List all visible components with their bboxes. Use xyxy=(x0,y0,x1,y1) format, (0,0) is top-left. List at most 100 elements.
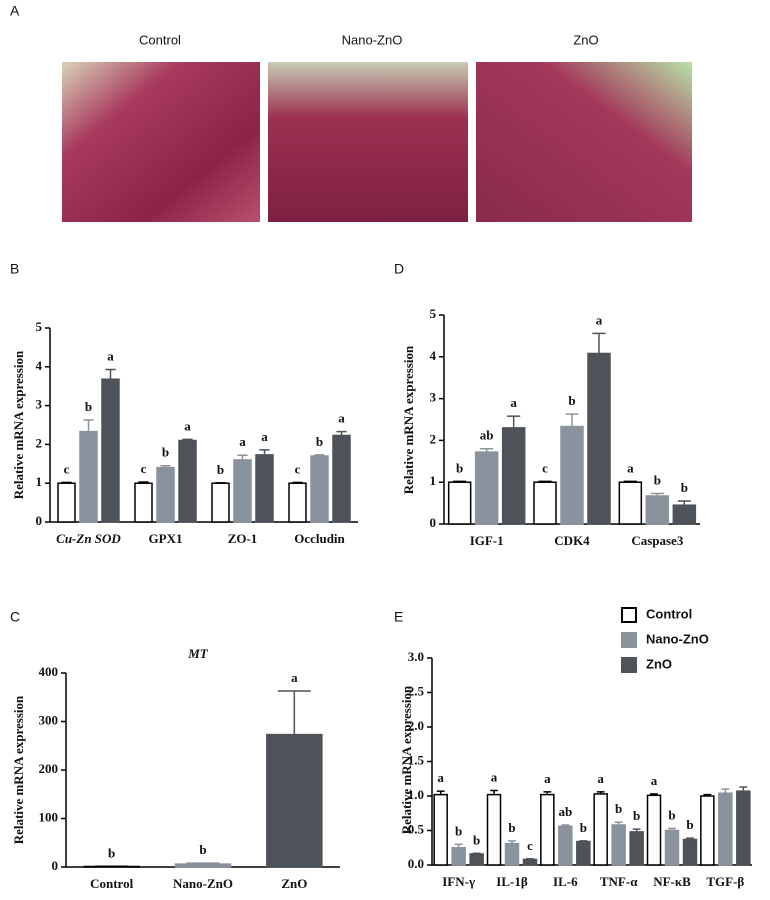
bar xyxy=(174,863,232,868)
significance-letter: ab xyxy=(558,804,572,819)
significance-letter: c xyxy=(64,461,70,476)
significance-letter: a xyxy=(261,429,268,444)
significance-letter: b xyxy=(108,845,115,860)
bar xyxy=(266,733,323,868)
image-title: Control xyxy=(139,32,181,47)
y-tick-label: 2 xyxy=(36,435,43,450)
bar xyxy=(533,481,557,525)
significance-letter: b xyxy=(456,460,463,475)
bar xyxy=(178,439,197,523)
significance-letter: b xyxy=(316,434,323,449)
chart-title: MT xyxy=(187,646,209,661)
panel-label: B xyxy=(10,261,19,277)
significance-letter: a xyxy=(338,411,345,426)
bar xyxy=(255,454,274,523)
significance-letter: a xyxy=(184,418,191,433)
significance-letter: c xyxy=(542,460,548,475)
x-tick-label: ZO-1 xyxy=(228,531,258,546)
bar xyxy=(57,482,76,523)
significance-letter: c xyxy=(295,461,301,476)
x-tick-label: TGF-β xyxy=(706,874,744,889)
x-tick-label: IGF-1 xyxy=(470,533,504,548)
significance-letter: a xyxy=(651,773,658,788)
legend-label: Control xyxy=(646,606,692,621)
bar xyxy=(593,793,608,866)
bar xyxy=(587,352,611,525)
bar xyxy=(156,466,175,523)
significance-letter: a xyxy=(596,312,603,327)
y-axis-label: Relative mRNA expression xyxy=(11,695,26,844)
significance-letter: a xyxy=(597,771,604,786)
bar xyxy=(469,853,484,866)
significance-letter: b xyxy=(568,393,575,408)
significance-letter: b xyxy=(85,399,92,414)
y-tick-label: 3 xyxy=(430,390,437,405)
significance-letter: b xyxy=(217,462,224,477)
panel-label: C xyxy=(10,609,20,625)
histology-image xyxy=(476,62,692,222)
y-tick-label: 4 xyxy=(36,358,43,373)
significance-letter: a xyxy=(627,460,634,475)
significance-letter: b xyxy=(199,842,206,857)
significance-letter: b xyxy=(633,808,640,823)
legend-label: Nano-ZnO xyxy=(646,631,709,646)
x-tick-label: Occludin xyxy=(294,531,345,546)
bar xyxy=(618,481,643,525)
legend-label: ZnO xyxy=(646,656,672,671)
significance-letter: b xyxy=(473,832,480,847)
x-tick-label: NF-κB xyxy=(653,874,691,889)
significance-letter: a xyxy=(107,349,114,364)
significance-letter: b xyxy=(508,820,515,835)
bar xyxy=(522,858,538,866)
bar xyxy=(474,451,499,525)
y-axis-label: Relative mRNA expression xyxy=(399,685,414,834)
y-tick-label: 100 xyxy=(39,809,59,824)
bar xyxy=(433,793,448,866)
bar xyxy=(646,794,662,866)
bar xyxy=(79,430,98,523)
bar xyxy=(645,495,670,525)
bar xyxy=(664,829,680,866)
panel-label: D xyxy=(394,261,404,277)
image-title: Nano-ZnO xyxy=(342,32,403,47)
panel-label: A xyxy=(10,3,20,19)
y-tick-label: 1 xyxy=(430,473,437,488)
significance-letter: b xyxy=(681,480,688,495)
y-tick-label: 5 xyxy=(36,319,43,334)
bar xyxy=(101,378,120,523)
bar xyxy=(700,795,715,866)
y-tick-label: 3.0 xyxy=(408,649,424,664)
x-tick-label: ZnO xyxy=(281,876,307,891)
x-tick-label: IL-1β xyxy=(496,874,528,889)
y-axis-label: Relative mRNA expression xyxy=(11,350,26,499)
y-tick-label: 2 xyxy=(430,431,437,446)
significance-letter: a xyxy=(544,771,551,786)
y-axis-label: Relative mRNA expression xyxy=(401,345,416,494)
significance-letter: b xyxy=(162,445,169,460)
x-tick-label: IFN-γ xyxy=(442,874,475,889)
significance-letter: c xyxy=(527,838,533,853)
bar xyxy=(504,842,520,866)
panel-label: E xyxy=(394,609,403,625)
bar xyxy=(134,482,153,523)
significance-letter: a xyxy=(491,769,498,784)
x-tick-label: TNF-α xyxy=(600,874,638,889)
bar xyxy=(682,838,698,866)
significance-letter: b xyxy=(455,823,462,838)
y-tick-label: 1 xyxy=(36,474,43,489)
significance-letter: b xyxy=(654,472,661,487)
y-tick-label: 400 xyxy=(39,664,59,679)
significance-letter: b xyxy=(686,817,693,832)
significance-letter: b xyxy=(668,807,675,822)
y-tick-label: 0.5 xyxy=(408,821,425,836)
significance-letter: ab xyxy=(480,428,494,443)
significance-letter: c xyxy=(141,461,147,476)
y-tick-label: 3 xyxy=(36,397,43,412)
bar xyxy=(447,481,472,525)
bar xyxy=(486,793,502,866)
x-tick-label: Caspase3 xyxy=(631,533,684,548)
x-tick-label: IL-6 xyxy=(553,874,578,889)
bar xyxy=(540,793,555,866)
y-tick-label: 1.5 xyxy=(408,752,425,767)
